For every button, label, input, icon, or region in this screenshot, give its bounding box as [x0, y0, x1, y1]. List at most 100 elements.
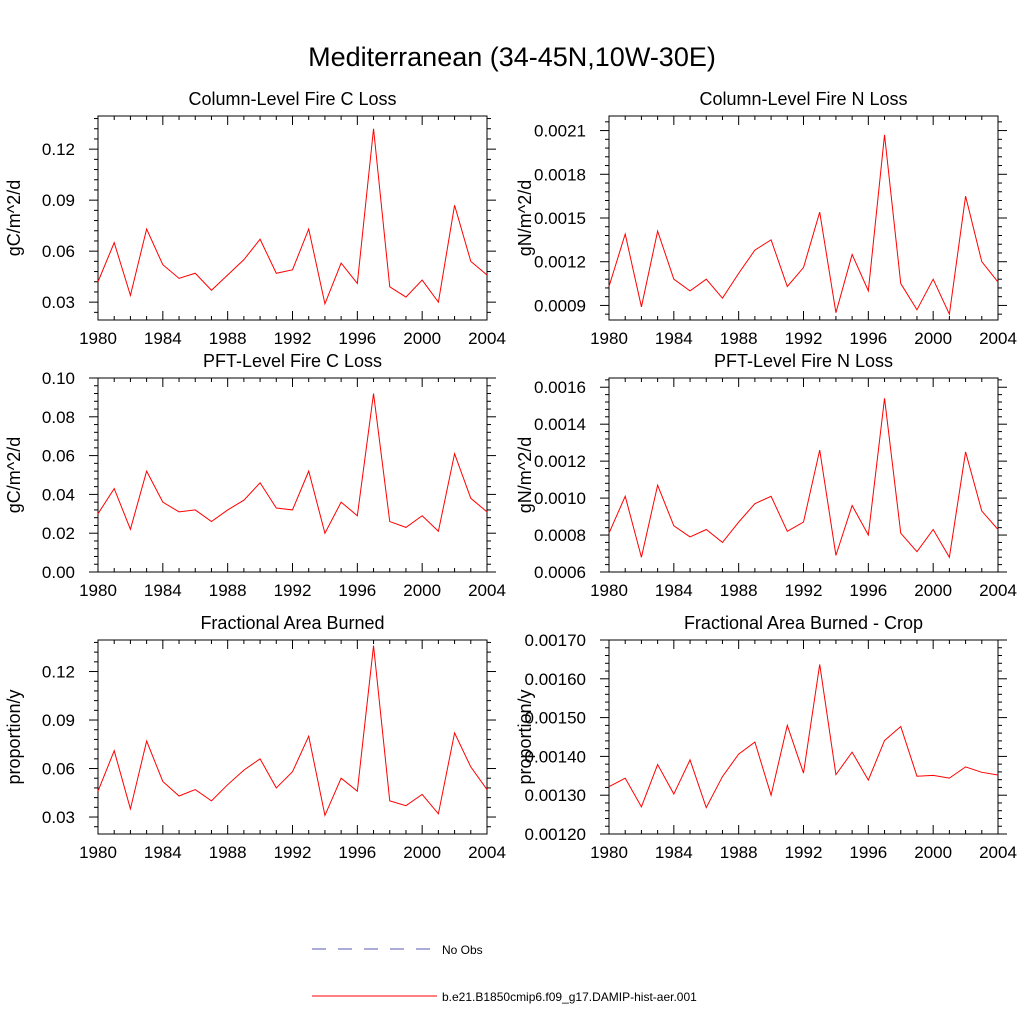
- y-tick-label: 0.00120: [525, 825, 586, 844]
- plot-frame: [97, 639, 488, 835]
- x-tick-label: 1996: [338, 843, 376, 862]
- y-tick-label: 0.0016: [534, 378, 586, 397]
- series-line-1: [97, 128, 488, 306]
- y-tick-label: 0.0014: [534, 415, 586, 434]
- legend-label-no-obs: No Obs: [442, 943, 483, 957]
- x-tick-label: 2000: [914, 581, 952, 600]
- y-tick-label: 0.0021: [534, 122, 586, 141]
- y-tick-label: 0.09: [42, 191, 75, 210]
- x-tick-label: 1980: [590, 843, 628, 862]
- y-axis-label: gN/m^2/d: [515, 437, 535, 513]
- x-tick-label: 1996: [849, 843, 887, 862]
- x-tick-label: 2000: [403, 329, 441, 348]
- x-tick-label: 1980: [590, 329, 628, 348]
- x-tick-label: 1988: [720, 843, 758, 862]
- x-tick-label: 1988: [209, 843, 247, 862]
- y-axis-label: gC/m^2/d: [4, 180, 24, 256]
- y-tick-label: 0.0006: [534, 563, 586, 582]
- y-tick-label: 0.0015: [534, 209, 586, 228]
- x-tick-label: 1992: [274, 843, 312, 862]
- y-tick-label: 0.06: [42, 760, 75, 779]
- plot-frame: [608, 377, 999, 573]
- x-tick-label: 1996: [338, 329, 376, 348]
- y-tick-label: 0.02: [42, 524, 75, 543]
- legend-label-model: b.e21.B1850cmip6.f09_g17.DAMIP-hist-aer.…: [442, 990, 697, 1004]
- plot-frame: [608, 115, 999, 321]
- x-tick-label: 1992: [785, 581, 823, 600]
- chart-title: Column-Level Fire N Loss: [699, 89, 907, 109]
- x-tick-label: 1996: [338, 581, 376, 600]
- x-tick-label: 1992: [785, 843, 823, 862]
- x-tick-label: 1984: [144, 843, 182, 862]
- panels-group: 1980 1984 1988 1992 1996 2000 2004 0.03 0.06 0.09…: [4, 89, 1017, 862]
- x-tick-label: 1992: [274, 581, 312, 600]
- x-tick-label: 2004: [979, 329, 1017, 348]
- x-tick-label: 2000: [914, 843, 952, 862]
- x-tick-label: 2000: [403, 581, 441, 600]
- x-tick-label: 2004: [979, 581, 1017, 600]
- y-tick-label: 0.00160: [525, 670, 586, 689]
- series-line-1: [97, 393, 488, 535]
- x-tick-label: 1996: [849, 329, 887, 348]
- y-tick-label: 0.03: [42, 293, 75, 312]
- x-tick-label: 1984: [655, 581, 693, 600]
- series-line-1: [608, 134, 999, 316]
- y-tick-label: 0.0018: [534, 165, 586, 184]
- y-axis-label: gN/m^2/d: [515, 180, 535, 256]
- series-line-1: [608, 398, 999, 559]
- y-tick-label: 0.00130: [525, 786, 586, 805]
- plot-frame: [608, 639, 999, 835]
- figure-title: Mediterranean (34-45N,10W-30E): [308, 42, 716, 72]
- y-axis-label: proportion/y: [4, 689, 24, 784]
- y-tick-label: 0.12: [42, 140, 75, 159]
- x-tick-label: 1984: [655, 843, 693, 862]
- x-tick-label: 1992: [274, 329, 312, 348]
- x-tick-label: 1984: [144, 329, 182, 348]
- y-tick-label: 0.06: [42, 447, 75, 466]
- plot-frame: [97, 377, 488, 573]
- x-tick-label: 2004: [468, 329, 506, 348]
- y-tick-label: 0.08: [42, 408, 75, 427]
- y-tick-label: 0.0008: [534, 526, 586, 545]
- x-tick-label: 1980: [79, 581, 117, 600]
- chart-panel-5: 1980 1984 1988 1992 1996 2000 2004 0.03 0.06 0.09…: [4, 613, 506, 862]
- series-line-1: [608, 664, 999, 809]
- chart-title: PFT-Level Fire C Loss: [203, 351, 382, 371]
- y-tick-label: 0.12: [42, 663, 75, 682]
- y-tick-label: 0.00150: [525, 709, 586, 728]
- x-tick-label: 1988: [209, 581, 247, 600]
- y-axis-label: proportion/y: [515, 689, 535, 784]
- chart-panel-4: 1980 1984 1988 1992 1996 2000 2004 0.0006 0.0008…: [515, 351, 1017, 600]
- y-tick-label: 0.09: [42, 711, 75, 730]
- chart-title: Fractional Area Burned: [200, 613, 384, 633]
- x-tick-label: 2000: [403, 843, 441, 862]
- y-tick-label: 0.06: [42, 242, 75, 261]
- y-tick-label: 0.0012: [534, 452, 586, 471]
- y-tick-label: 0.00170: [525, 631, 586, 650]
- x-tick-label: 1988: [720, 329, 758, 348]
- chart-title: Fractional Area Burned - Crop: [684, 613, 923, 633]
- chart-title: Column-Level Fire C Loss: [188, 89, 396, 109]
- chart-panel-2: 1980 1984 1988 1992 1996 2000 2004 0.0009 0.0012…: [515, 89, 1017, 348]
- y-tick-label: 0.0009: [534, 296, 586, 315]
- legend: No Obs b.e21.B1850cmip6.f09_g17.DAMIP-hi…: [312, 943, 697, 1004]
- y-tick-label: 0.03: [42, 808, 75, 827]
- chart-panel-1: 1980 1984 1988 1992 1996 2000 2004 0.03 0.06 0.09…: [4, 89, 506, 348]
- chart-panel-3: 1980 1984 1988 1992 1996 2000 2004 0.00 0.02 0.04…: [4, 351, 506, 600]
- y-tick-label: 0.0010: [534, 489, 586, 508]
- x-tick-label: 1984: [144, 581, 182, 600]
- x-tick-label: 1984: [655, 329, 693, 348]
- y-axis-label: gC/m^2/d: [4, 437, 24, 513]
- x-tick-label: 1988: [720, 581, 758, 600]
- y-tick-label: 0.00140: [525, 747, 586, 766]
- y-tick-label: 0.04: [42, 485, 75, 504]
- x-tick-label: 2004: [468, 843, 506, 862]
- series-line-1: [97, 645, 488, 818]
- x-tick-label: 1996: [849, 581, 887, 600]
- x-tick-label: 1980: [590, 581, 628, 600]
- x-tick-label: 1980: [79, 329, 117, 348]
- x-tick-label: 2000: [914, 329, 952, 348]
- x-tick-label: 2004: [979, 843, 1017, 862]
- x-tick-label: 1992: [785, 329, 823, 348]
